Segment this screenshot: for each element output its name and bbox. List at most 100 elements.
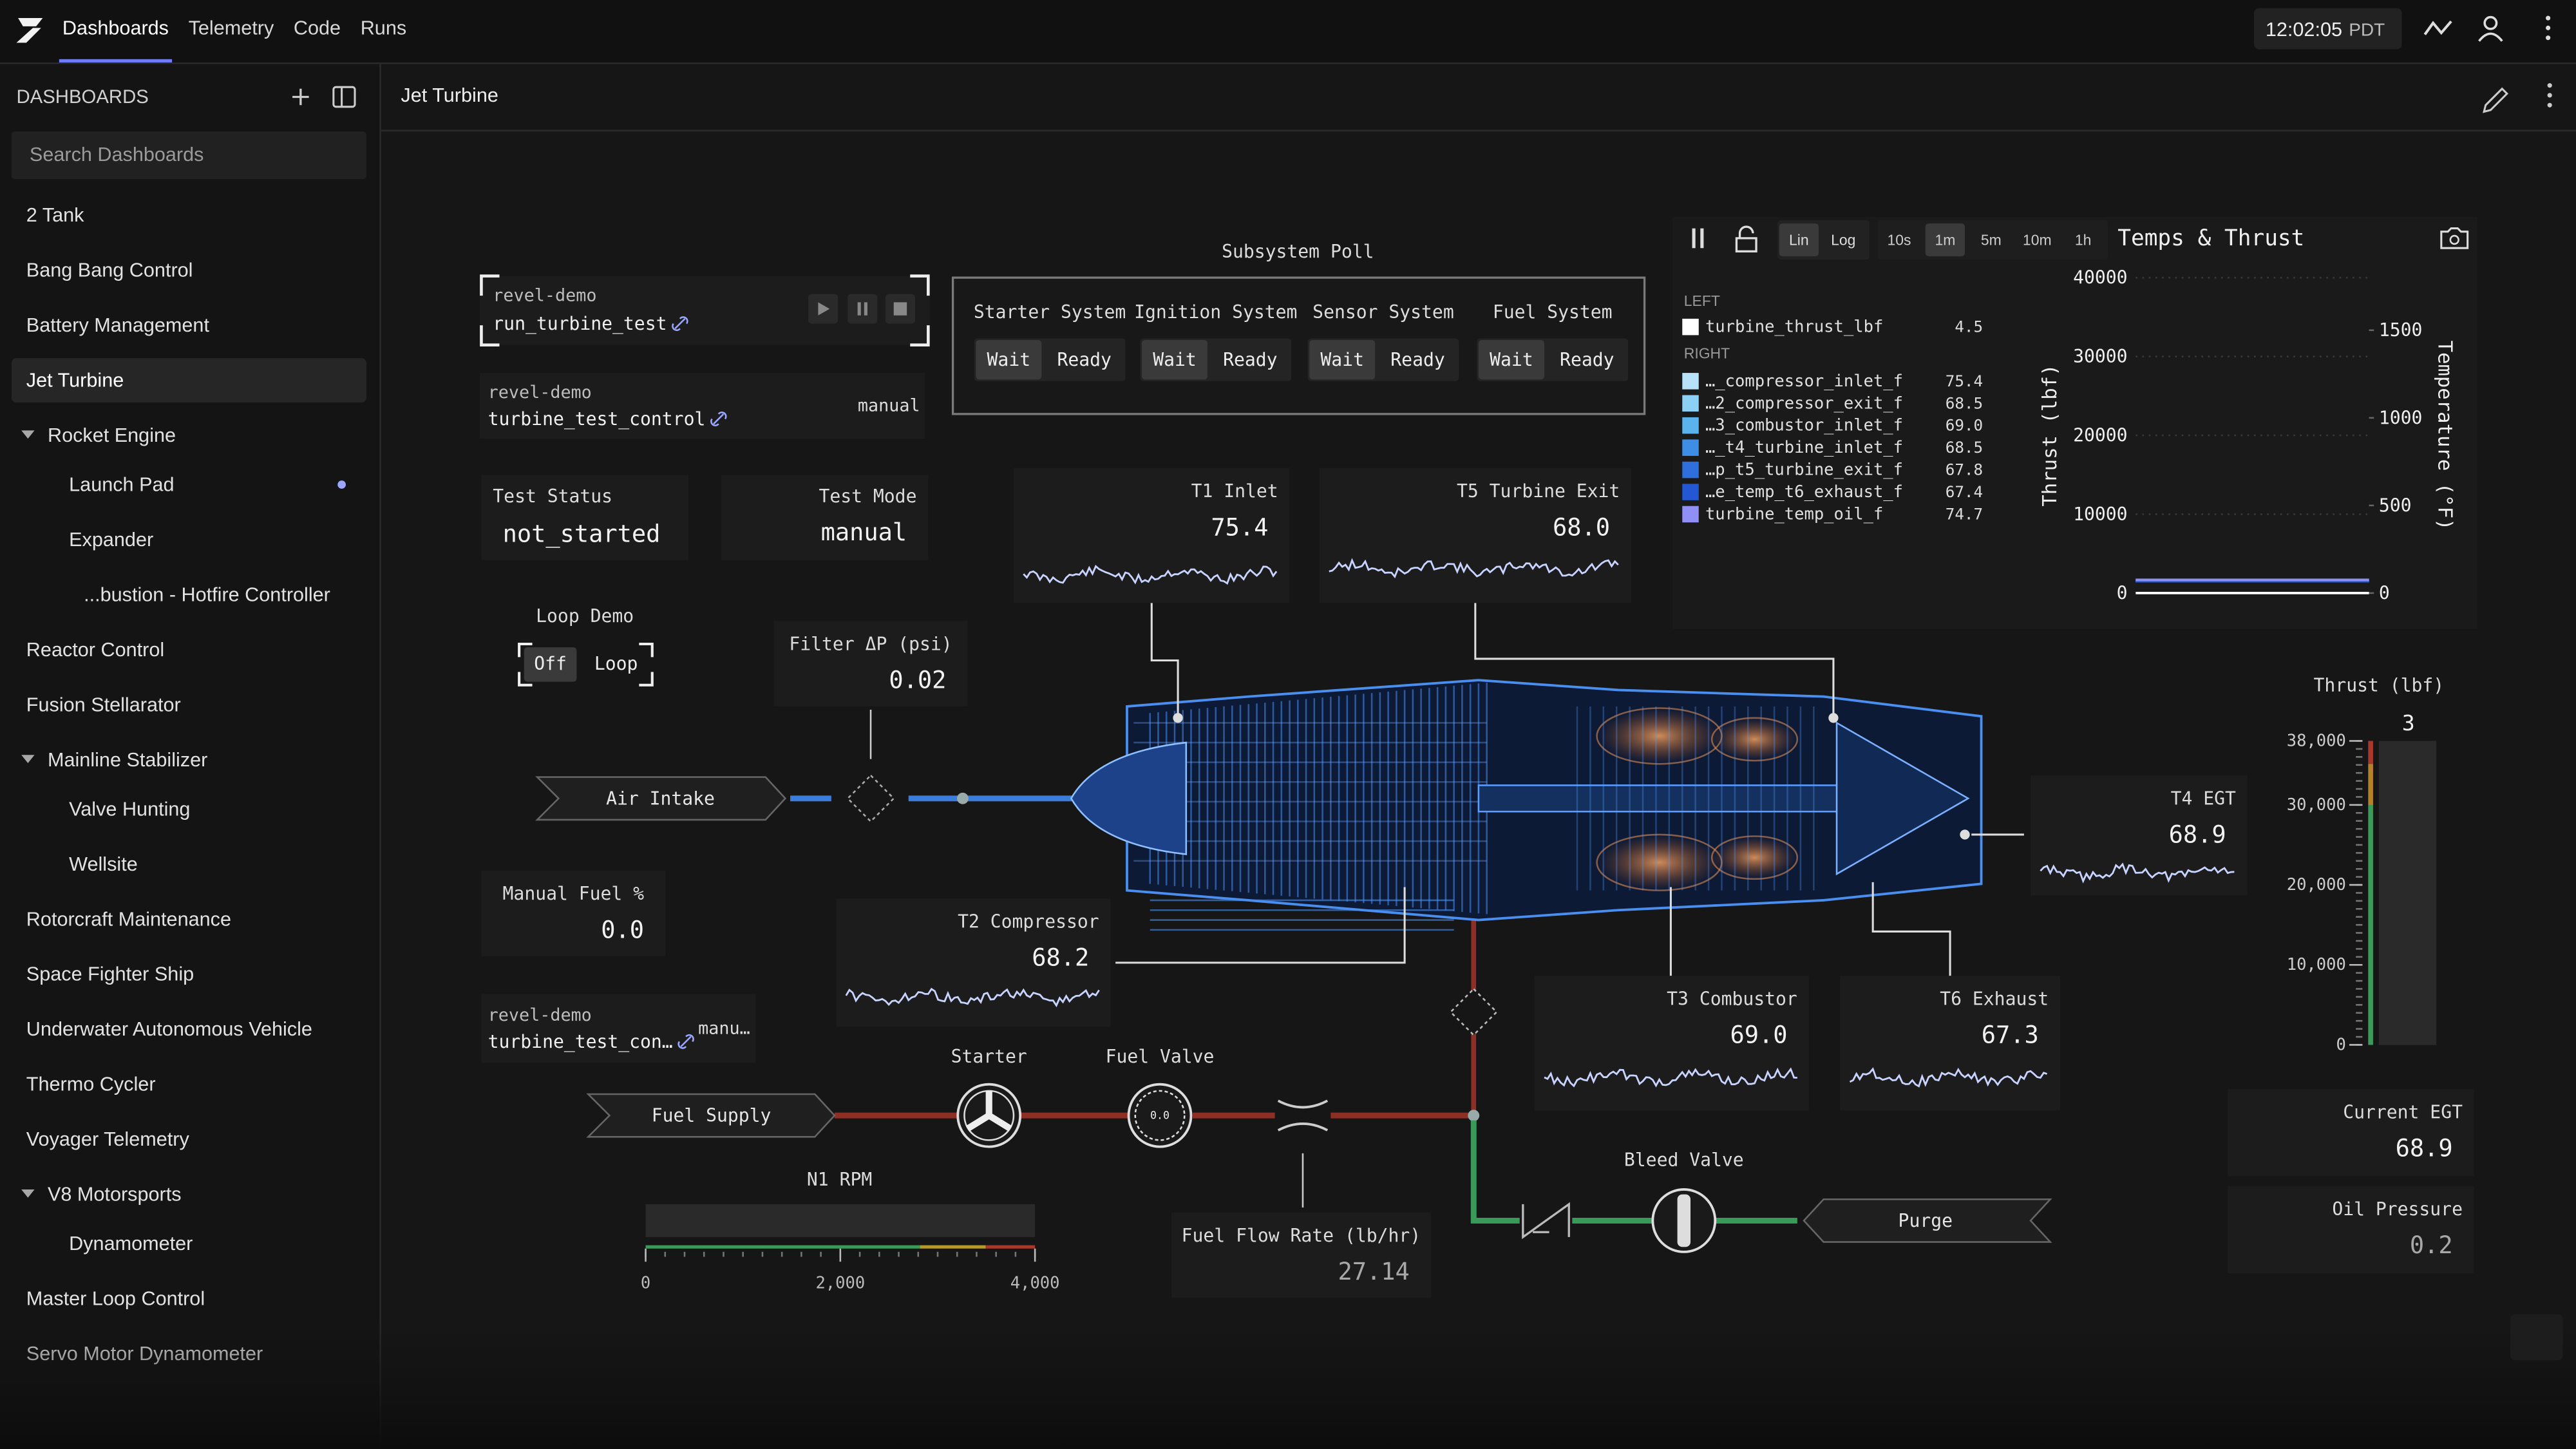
sparkline: [2040, 862, 2235, 884]
legend-value: 69.0: [1946, 417, 1983, 435]
lock-button[interactable]: [2510, 1314, 2563, 1361]
edit-icon[interactable]: [2483, 87, 2509, 113]
readout-label: Filter ΔP (psi): [789, 633, 952, 654]
link-icon[interactable]: [710, 412, 727, 426]
window-option[interactable]: 10m: [2023, 231, 2052, 248]
link-icon[interactable]: [672, 316, 688, 332]
sparkline: [1849, 1067, 2048, 1088]
nav-tab[interactable]: Telemetry: [189, 17, 274, 39]
y2-tick-label: 500: [2379, 495, 2412, 516]
readout-label: Fuel Flow Rate (lb/hr): [1182, 1225, 1421, 1246]
sidebar-item[interactable]: Dynamometer: [69, 1233, 193, 1255]
legend-group-title: LEFT: [1684, 292, 1720, 309]
sidebar-item[interactable]: Jet Turbine: [26, 370, 124, 392]
y2-tick-label: 1000: [2379, 407, 2423, 428]
segment-option[interactable]: Ready: [1560, 349, 1614, 370]
activity-icon[interactable]: [2423, 20, 2452, 35]
segment-option[interactable]: Wait: [1490, 349, 1533, 370]
thrust-tick-label: 20,000: [2287, 875, 2346, 895]
collapse-sidebar-icon[interactable]: [332, 86, 356, 108]
engine-shaft: [1477, 784, 1841, 813]
valve-ring-inner: [1134, 1090, 1186, 1141]
sidebar-item[interactable]: Space Fighter Ship: [26, 963, 194, 985]
sidebar-item[interactable]: Rocket Engine: [48, 424, 176, 446]
bleed-valve-gate: [1677, 1194, 1690, 1247]
sidebar-item[interactable]: Wellsite: [69, 853, 138, 875]
valve-ring[interactable]: [1127, 1083, 1193, 1148]
segment-option[interactable]: Ready: [1223, 349, 1277, 370]
sidebar-item[interactable]: Rotorcraft Maintenance: [26, 908, 231, 930]
sidebar-item[interactable]: Launch Pad: [69, 474, 174, 496]
sidebar-item[interactable]: Thermo Cycler: [26, 1074, 156, 1095]
segment-option[interactable]: Wait: [1320, 349, 1364, 370]
logo[interactable]: [16, 18, 43, 43]
snapshot-icon[interactable]: [2440, 227, 2469, 249]
sidebar-item[interactable]: Master Loop Control: [26, 1288, 205, 1310]
sidebar-item[interactable]: Fusion Stellarator: [26, 694, 181, 715]
segment-option[interactable]: Ready: [1057, 349, 1111, 370]
y-tick-label: 20000: [2073, 425, 2127, 446]
scale-option[interactable]: Log: [1831, 231, 1855, 248]
menu-icon[interactable]: [2546, 15, 2551, 41]
window-option[interactable]: 10s: [1887, 231, 1911, 248]
toggle-option[interactable]: Loop: [594, 653, 638, 674]
y-tick-label: 0: [2117, 582, 2128, 603]
user-icon[interactable]: [2483, 15, 2498, 30]
readout-label: T6 Exhaust: [1940, 989, 2049, 1010]
link-icon[interactable]: [677, 1034, 694, 1049]
sidebar-item[interactable]: Battery Management: [26, 314, 210, 336]
sidebar-item[interactable]: ...bustion - Hotfire Controller: [84, 583, 330, 605]
search-box[interactable]: [11, 131, 366, 180]
sidebar-item[interactable]: V8 Motorsports: [48, 1184, 182, 1206]
sparkline: [1329, 558, 1619, 579]
pause-icon[interactable]: [1692, 228, 1704, 249]
window-option[interactable]: 1m: [1935, 231, 1955, 248]
fuel-filter-symbol: [1449, 987, 1498, 1036]
bottom-fade: [0, 1314, 2576, 1449]
add-dashboard-icon[interactable]: [292, 88, 309, 106]
readout-widget: [1840, 976, 2060, 1111]
legend-swatch: [1682, 506, 1699, 523]
scale-option[interactable]: Lin: [1789, 231, 1809, 248]
sidebar-item[interactable]: Valve Hunting: [69, 798, 190, 820]
play-icon[interactable]: [818, 302, 830, 316]
nav-tab[interactable]: Runs: [361, 17, 406, 39]
group-caret: [21, 755, 35, 763]
readout-label: T4 EGT: [2171, 788, 2236, 809]
combustor-glow: [1596, 833, 1723, 891]
sidebar-item[interactable]: Expander: [69, 529, 153, 551]
sidebar-item[interactable]: Underwater Autonomous Vehicle: [26, 1018, 312, 1040]
page-menu-icon[interactable]: [2547, 83, 2552, 108]
pause-icon[interactable]: [857, 302, 867, 316]
unsaved-dot: [337, 480, 346, 489]
segment-option[interactable]: Wait: [1153, 349, 1197, 370]
gauge-value: 3: [2402, 710, 2415, 735]
sidebar-item[interactable]: Voyager Telemetry: [26, 1128, 190, 1150]
sidebar-item[interactable]: Bang Bang Control: [26, 260, 193, 281]
legend-swatch: [1682, 439, 1699, 456]
y-tick-label: 30000: [2073, 346, 2127, 367]
unlock-icon[interactable]: [1735, 225, 1757, 252]
engine-illustration: [1070, 679, 1983, 931]
readout-value: 0.2: [2410, 1231, 2453, 1259]
sparkline: [845, 987, 1100, 1008]
segment-option[interactable]: Wait: [987, 349, 1031, 370]
readout-widget: [1171, 1212, 1431, 1298]
combustor-glow: [1710, 717, 1799, 762]
stop-icon[interactable]: [893, 302, 907, 316]
legend-name: …3_combustor_inlet_f: [1705, 416, 1903, 435]
thrust-bar-track: [2378, 741, 2437, 1045]
nav-tab[interactable]: Dashboards: [62, 17, 169, 39]
readout-label: Manual Fuel %: [503, 883, 645, 904]
window-option[interactable]: 5m: [1981, 231, 2002, 248]
sidebar-item[interactable]: Mainline Stabilizer: [48, 749, 207, 771]
segment-option[interactable]: Ready: [1390, 349, 1444, 370]
nav-tab[interactable]: Code: [294, 17, 341, 39]
toggle-option[interactable]: Off: [534, 653, 567, 674]
sidebar-item[interactable]: Reactor Control: [26, 639, 164, 661]
readout-value: 0.02: [889, 667, 946, 694]
sidebar-item[interactable]: 2 Tank: [26, 204, 84, 226]
group-caret: [21, 430, 35, 439]
window-option[interactable]: 1h: [2075, 231, 2092, 248]
